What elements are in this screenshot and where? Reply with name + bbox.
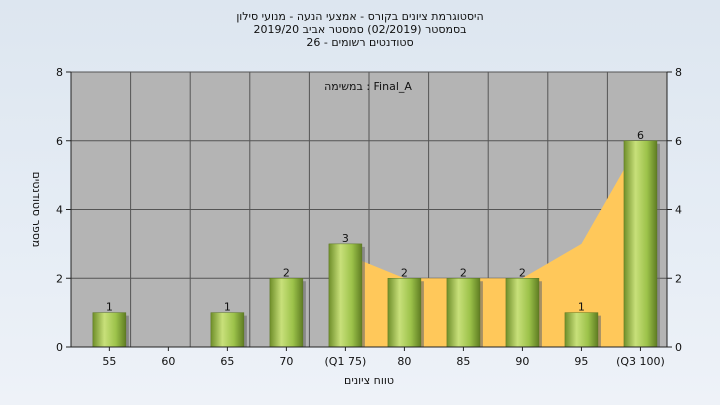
bar-data-label: 2 bbox=[283, 266, 290, 279]
bar bbox=[387, 278, 422, 348]
x-tick-label: 85 bbox=[456, 355, 470, 368]
y-tick-label-right: 8 bbox=[675, 66, 682, 79]
bar-data-label: 2 bbox=[460, 266, 467, 279]
bar bbox=[328, 243, 363, 348]
y-tick-label-right: 2 bbox=[675, 272, 682, 285]
x-tick-label: 95 bbox=[574, 355, 588, 368]
y-tick-label-right: 6 bbox=[675, 135, 682, 148]
y-tick-label-left: 8 bbox=[56, 66, 63, 79]
annotation-text: במשימה : Final_A bbox=[324, 80, 412, 93]
bars: 1 1 2 3 2 2 2 1 6 bbox=[92, 129, 660, 348]
bar-data-label: 1 bbox=[224, 301, 231, 314]
bar-data-label: 2 bbox=[401, 266, 408, 279]
x-tick-label: 65 bbox=[220, 355, 234, 368]
y-tick-label-left: 4 bbox=[56, 204, 63, 217]
bar-data-label: 1 bbox=[106, 301, 113, 314]
bar-data-label: 6 bbox=[637, 129, 644, 142]
bar-data-label: 1 bbox=[578, 301, 585, 314]
y-tick-label-left: 2 bbox=[56, 272, 63, 285]
bar bbox=[564, 312, 599, 348]
chart-title-line-2: בסמסטר (02/2019) סמסטר אביב 2019/20 bbox=[253, 23, 467, 36]
x-tick-label: 90 bbox=[515, 355, 529, 368]
bar bbox=[446, 278, 481, 348]
x-tick-label: 70 bbox=[279, 355, 293, 368]
x-tick-label: (Q3 100) bbox=[616, 355, 665, 368]
bar bbox=[505, 278, 540, 348]
y-tick-label-right: 0 bbox=[675, 341, 682, 354]
chart-title-line-3: סטודנטים רשומים - 26 bbox=[306, 36, 414, 49]
chart-title-line-1: היסטוגרמת ציונים בקורס - אמצעי הנעה - מנ… bbox=[236, 10, 484, 23]
bar-data-label: 2 bbox=[519, 266, 526, 279]
bar bbox=[210, 312, 245, 348]
axes: 0 0 2 2 4 4 6 6 8 8 55 60 65 70 (Q1 75) 80 85 90 95 (Q3 100… bbox=[56, 66, 682, 368]
x-tick-label: 80 bbox=[397, 355, 411, 368]
x-tick-label: 60 bbox=[161, 355, 175, 368]
x-tick-label: 55 bbox=[102, 355, 116, 368]
y-tick-label-right: 4 bbox=[675, 204, 682, 217]
x-axis-title: טווח ציונים bbox=[344, 374, 394, 387]
y-tick-label-left: 0 bbox=[56, 341, 63, 354]
bar bbox=[269, 278, 304, 348]
y-tick-label-left: 6 bbox=[56, 135, 63, 148]
x-tick-label: (Q1 75) bbox=[325, 355, 367, 368]
bar bbox=[92, 312, 127, 348]
bar bbox=[623, 140, 658, 348]
y-axis-title: מספר סטודנטים bbox=[30, 172, 43, 248]
bar-data-label: 3 bbox=[342, 232, 349, 245]
